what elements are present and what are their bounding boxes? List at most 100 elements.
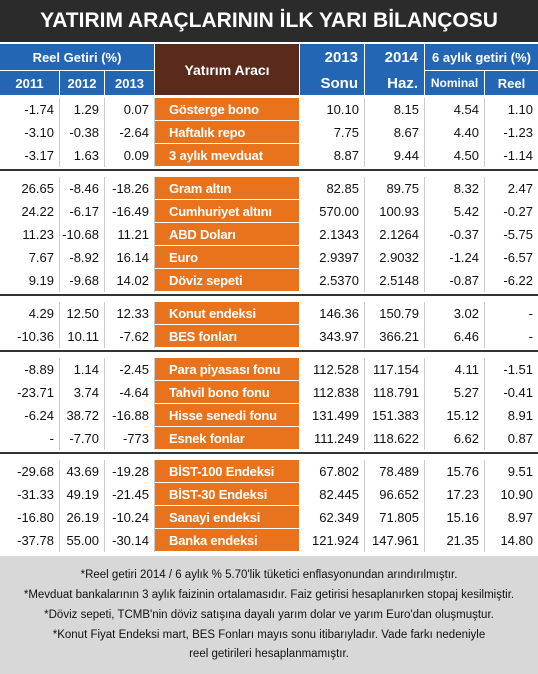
instrument-name: BES fonları — [155, 325, 299, 347]
footnote: *Reel getiri 2014 / 6 aylık % 5.70'lik t… — [80, 569, 458, 581]
value-cell: 4.29 — [0, 302, 60, 325]
instrument-name: Euro — [155, 246, 299, 268]
value-cell: 82.85 — [300, 177, 365, 200]
value-cell: 570.00 — [300, 200, 365, 223]
value-cell: 0.09 — [105, 144, 155, 167]
value-cell: 118.622 — [365, 427, 425, 450]
value-cell: 15.76 — [425, 460, 485, 483]
value-cell: -1.24 — [425, 246, 485, 269]
value-cell: - — [0, 427, 60, 450]
value-cell: -31.33 — [0, 483, 60, 506]
value-cell: -16.88 — [105, 404, 155, 427]
value-cell: 111.249 — [300, 427, 365, 450]
value-cell: -6.17 — [60, 200, 105, 223]
instrument-name: Tahvil bono fonu — [155, 381, 299, 403]
value-cell: 15.16 — [425, 506, 485, 529]
value-cell: 14.02 — [105, 269, 155, 292]
instrument-name: Konut endeksi — [155, 302, 299, 324]
value-cell: 8.32 — [425, 177, 485, 200]
value-cell: -0.41 — [503, 385, 533, 400]
reel-header: Reel — [485, 71, 538, 95]
value-cell: 5.42 — [425, 200, 485, 223]
value-cell: -21.45 — [105, 483, 155, 506]
value-cell: -2.64 — [105, 121, 155, 144]
value-cell: 121.924 — [300, 529, 365, 552]
value-cell: -0.37 — [425, 223, 485, 246]
value-cell: -19.28 — [105, 460, 155, 483]
value-cell: -6.22 — [503, 273, 533, 288]
value-cell: 2.47 — [507, 181, 533, 196]
value-cell: 9.19 — [0, 269, 60, 292]
value-cell: 10.10 — [300, 98, 365, 121]
instrument-name: Banka endeksi — [155, 529, 299, 551]
instrument-name: Esnek fonlar — [155, 427, 299, 449]
value-cell: -4.64 — [105, 381, 155, 404]
value-cell: - — [528, 329, 533, 344]
instrument-name: Cumhuriyet altını — [155, 200, 299, 222]
instrument-name: Gösterge bono — [155, 98, 299, 120]
year-header: 2012 — [60, 71, 104, 95]
value-cell: 131.499 — [300, 404, 365, 427]
value-cell: 146.36 — [300, 302, 365, 325]
value-cell: -7.70 — [60, 427, 105, 450]
six-month-header: 6 aylık getiri (%) — [425, 44, 538, 70]
value-cell: 2.1343 — [300, 223, 365, 246]
value-cell: 14.80 — [500, 533, 533, 548]
value-cell: 7.67 — [0, 246, 60, 269]
footnote: *Konut Fiyat Endeksi mart, BES Fonları m… — [52, 629, 486, 641]
value-cell: 8.97 — [507, 510, 533, 525]
value-cell: 10.11 — [60, 325, 105, 348]
group-separator — [0, 294, 538, 296]
value-cell: 2.9032 — [365, 246, 425, 269]
value-cell: -1.14 — [503, 148, 533, 163]
value-cell: 7.75 — [300, 121, 365, 144]
value-cell: 9.51 — [507, 464, 533, 479]
value-cell: 8.15 — [365, 98, 425, 121]
value-cell: 6.62 — [425, 427, 485, 450]
value-cell: 15.12 — [425, 404, 485, 427]
value-cell: 10.90 — [500, 487, 533, 502]
value-cell: 147.961 — [365, 529, 425, 552]
value-cell: 78.489 — [365, 460, 425, 483]
instrument-name: Haftalık repo — [155, 121, 299, 143]
value-cell: 71.805 — [365, 506, 425, 529]
reel-group-header: Reel Getiri (%) — [0, 44, 154, 70]
value-cell: -1.51 — [503, 362, 533, 377]
year-header: 2013 — [105, 71, 154, 95]
value-cell: -2.45 — [105, 358, 155, 381]
title: YATIRIM ARAÇLARININ İLK YARI BİLANÇOSU — [0, 0, 538, 42]
value-cell: 24.22 — [0, 200, 60, 223]
value-cell: -8.46 — [60, 177, 105, 200]
value-cell: 43.69 — [60, 460, 105, 483]
value-cell: 6.46 — [425, 325, 485, 348]
instrument-name: 3 aylık mevduat — [155, 144, 299, 166]
value-cell: -0.27 — [503, 204, 533, 219]
value-cell: 12.33 — [105, 302, 155, 325]
value-cell: 150.79 — [365, 302, 425, 325]
group-separator — [0, 452, 538, 454]
footnote: *Mevduat bankalarının 3 aylık faizinin o… — [23, 589, 515, 601]
value-cell: -16.49 — [105, 200, 155, 223]
jun2014-header: Haz. — [365, 71, 424, 95]
value-cell: 100.93 — [365, 200, 425, 223]
value-cell: -10.68 — [60, 223, 105, 246]
instrument-name: Gram altın — [155, 177, 299, 199]
value-cell: 118.791 — [365, 381, 425, 404]
value-cell: -1.74 — [0, 98, 60, 121]
value-cell: -1.23 — [503, 125, 533, 140]
instrument-name: Sanayi endeksi — [155, 506, 299, 528]
value-cell: 17.23 — [425, 483, 485, 506]
value-cell: -3.17 — [0, 144, 60, 167]
value-cell: 0.87 — [507, 431, 533, 446]
value-cell: 2.1264 — [365, 223, 425, 246]
value-cell: 38.72 — [60, 404, 105, 427]
value-cell: -30.14 — [105, 529, 155, 552]
instrument-name: BİST-100 Endeksi — [155, 460, 299, 482]
value-cell: -0.87 — [425, 269, 485, 292]
value-cell: 1.63 — [60, 144, 105, 167]
value-cell: 49.19 — [60, 483, 105, 506]
value-cell: - — [528, 306, 533, 321]
value-cell: 117.154 — [365, 358, 425, 381]
value-cell: 26.65 — [0, 177, 60, 200]
